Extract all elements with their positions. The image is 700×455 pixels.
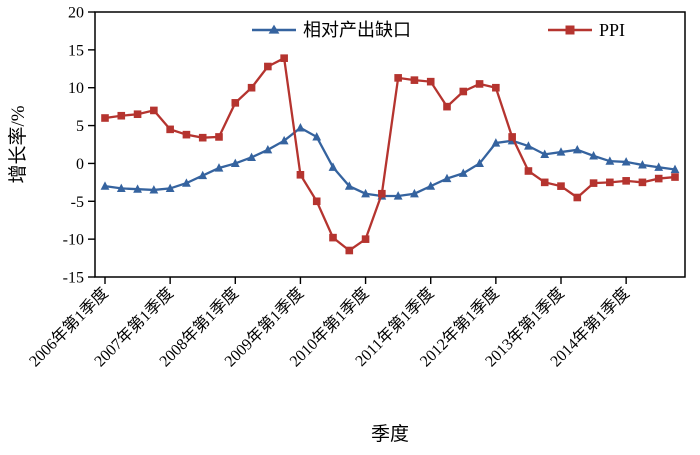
data-point-marker — [605, 156, 615, 165]
data-point-marker — [182, 178, 191, 187]
data-point-marker — [247, 83, 256, 92]
plot-border — [94, 11, 686, 278]
data-point-marker — [133, 110, 142, 119]
data-point-marker — [182, 130, 191, 139]
y-tick-label: 20 — [68, 5, 84, 22]
data-point-marker — [459, 87, 468, 96]
y-tick-label: 10 — [68, 80, 84, 97]
data-point-marker — [606, 178, 614, 187]
data-point-marker — [621, 157, 631, 166]
data-point-marker — [556, 147, 566, 156]
data-point-marker — [572, 145, 582, 154]
data-point-marker — [475, 158, 484, 168]
data-point-marker — [492, 83, 500, 92]
data-point-marker — [573, 193, 582, 202]
data-point-marker — [426, 181, 436, 190]
data-point-marker — [198, 170, 208, 180]
data-point-marker — [589, 179, 598, 187]
legend: 相对产出缺口 PPI — [252, 20, 625, 40]
data-point-marker — [540, 178, 549, 187]
data-point-marker — [101, 114, 109, 122]
legend-label-output-gap: 相对产出缺口 — [303, 20, 411, 40]
data-point-marker — [410, 76, 419, 84]
data-point-marker — [622, 177, 630, 185]
square-marker-icon — [565, 25, 575, 35]
data-point-marker — [133, 184, 142, 193]
data-point-marker — [458, 168, 468, 177]
data-point-marker — [671, 173, 679, 181]
data-point-marker — [345, 246, 354, 255]
data-point-marker — [540, 149, 550, 158]
legend-item-output-gap: 相对产出缺口 — [252, 20, 411, 40]
data-point-marker — [589, 151, 598, 160]
data-point-marker — [328, 162, 338, 171]
data-point-marker — [166, 125, 174, 134]
data-point-marker — [394, 74, 402, 82]
y-tick-label: -15 — [63, 270, 84, 287]
data-point-marker — [638, 178, 647, 187]
data-point-marker — [150, 106, 158, 115]
data-point-marker — [296, 123, 305, 132]
data-point-marker — [280, 54, 288, 62]
data-point-marker — [247, 152, 256, 161]
y-tick-label: 15 — [68, 42, 84, 59]
data-point-marker — [230, 158, 240, 168]
y-tick-label: -10 — [63, 232, 84, 249]
data-point-marker — [491, 138, 501, 147]
y-axis-title: 增长率/% — [7, 105, 29, 183]
legend-label-ppi: PPI — [599, 20, 625, 40]
data-point-marker — [100, 181, 110, 190]
data-point-marker — [654, 174, 663, 183]
x-axis-title: 季度 — [371, 423, 409, 445]
data-point-marker — [508, 133, 516, 141]
data-point-marker — [638, 160, 647, 169]
data-point-marker — [312, 132, 322, 141]
data-point-marker — [442, 173, 452, 183]
data-point-marker — [198, 133, 207, 142]
data-point-marker — [426, 77, 435, 86]
y-tick-label: 0 — [76, 156, 84, 173]
data-point-marker — [475, 80, 484, 88]
data-point-marker — [165, 183, 175, 193]
data-point-marker — [670, 164, 680, 174]
data-point-marker — [117, 111, 126, 120]
triangle-marker-icon — [268, 24, 280, 34]
data-point-marker — [214, 163, 224, 172]
data-point-marker — [557, 182, 565, 190]
data-point-marker — [654, 162, 664, 171]
data-point-marker — [231, 99, 240, 107]
data-point-marker — [344, 181, 354, 190]
data-point-marker — [361, 235, 370, 243]
data-point-marker — [312, 197, 321, 206]
data-point-marker — [378, 189, 386, 198]
y-tick-label: 5 — [76, 118, 84, 135]
data-point-marker — [263, 145, 273, 154]
legend-item-ppi: PPI — [548, 20, 625, 40]
data-point-marker — [116, 183, 126, 193]
data-point-marker — [279, 135, 289, 145]
data-point-marker — [296, 170, 305, 179]
data-point-marker — [329, 233, 337, 242]
data-point-marker — [393, 191, 403, 200]
data-point-marker — [361, 188, 370, 198]
data-point-marker — [443, 102, 451, 111]
data-point-marker — [149, 185, 159, 194]
y-tick-label: -5 — [71, 194, 84, 211]
data-point-marker — [264, 62, 272, 71]
data-point-marker — [215, 133, 223, 141]
data-point-marker — [524, 141, 533, 150]
data-point-marker — [524, 167, 533, 175]
data-point-marker — [410, 188, 419, 198]
